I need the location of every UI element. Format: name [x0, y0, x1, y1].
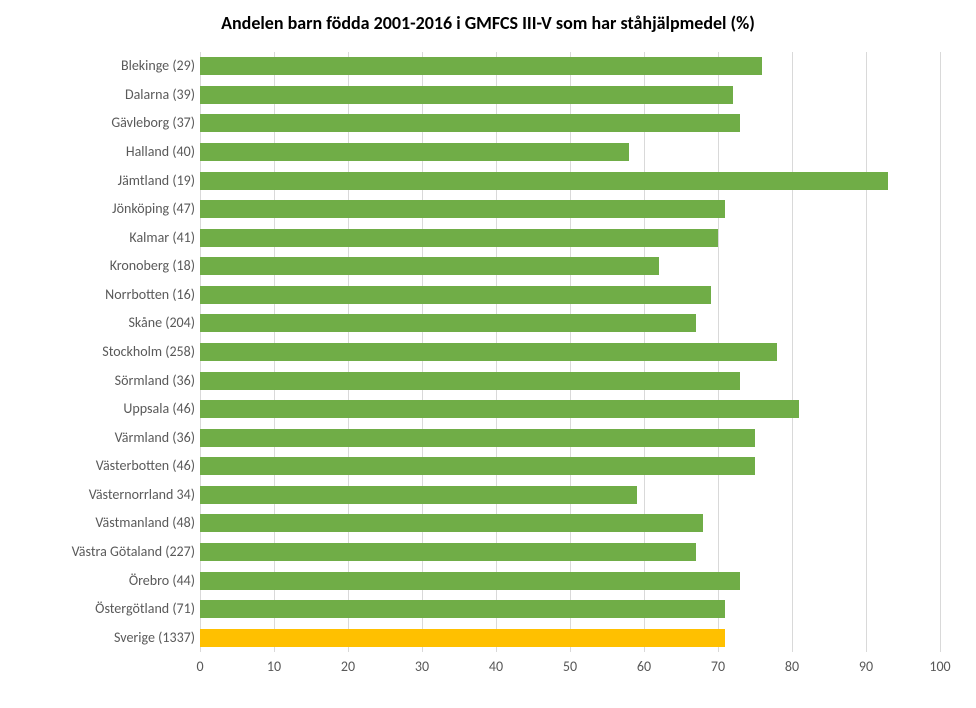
bar — [200, 629, 725, 647]
y-tick-label: Jämtland (19) — [0, 172, 195, 190]
y-tick-label: Blekinge (29) — [0, 57, 195, 75]
bar — [200, 229, 718, 247]
bar-row — [200, 286, 940, 304]
x-tick-label: 70 — [711, 658, 725, 675]
bar-row — [200, 143, 940, 161]
bar-row — [200, 172, 940, 190]
x-tick-label: 50 — [563, 658, 577, 675]
y-tick-label: Sörmland (36) — [0, 372, 195, 390]
y-tick-label: Gävleborg (37) — [0, 114, 195, 132]
y-tick-label: Värmland (36) — [0, 429, 195, 447]
bar-row — [200, 572, 940, 590]
bar — [200, 200, 725, 218]
bar-row — [200, 372, 940, 390]
plot-area: 0102030405060708090100 — [200, 52, 940, 652]
x-tick-label: 100 — [929, 658, 950, 675]
y-tick-label: Västmanland (48) — [0, 514, 195, 532]
bar — [200, 514, 703, 532]
y-tick-label: Skåne (204) — [0, 314, 195, 332]
y-tick-label: Kronoberg (18) — [0, 257, 195, 275]
bar — [200, 600, 725, 618]
x-tick-label: 40 — [489, 658, 503, 675]
y-tick-label: Jönköping (47) — [0, 200, 195, 218]
y-tick-label: Västra Götaland (227) — [0, 543, 195, 561]
bar — [200, 314, 696, 332]
bar — [200, 457, 755, 475]
bar — [200, 429, 755, 447]
bar-row — [200, 343, 940, 361]
bar-row — [200, 514, 940, 532]
y-tick-label: Sverige (1337) — [0, 629, 195, 647]
bar — [200, 86, 733, 104]
x-tick-label: 10 — [267, 658, 281, 675]
y-tick-label: Östergötland (71) — [0, 600, 195, 618]
y-tick-label: Västernorrland 34) — [0, 486, 195, 504]
bar — [200, 572, 740, 590]
bar-row — [200, 257, 940, 275]
bar — [200, 172, 888, 190]
bar-row — [200, 57, 940, 75]
bar-row — [200, 600, 940, 618]
y-tick-label: Örebro (44) — [0, 572, 195, 590]
bar — [200, 400, 799, 418]
bar-row — [200, 400, 940, 418]
bar — [200, 114, 740, 132]
bar — [200, 286, 711, 304]
bar-row — [200, 429, 940, 447]
bar-row — [200, 229, 940, 247]
bar-row — [200, 86, 940, 104]
bar-row — [200, 543, 940, 561]
x-tick-label: 0 — [196, 658, 203, 675]
bar-row — [200, 114, 940, 132]
bar — [200, 343, 777, 361]
bar-row — [200, 457, 940, 475]
y-tick-label: Västerbotten (46) — [0, 457, 195, 475]
y-tick-label: Halland (40) — [0, 143, 195, 161]
bar-row — [200, 629, 940, 647]
y-tick-label: Dalarna (39) — [0, 86, 195, 104]
gridline — [940, 52, 941, 652]
chart-title: Andelen barn födda 2001-2016 i GMFCS III… — [0, 12, 976, 34]
bar — [200, 543, 696, 561]
bar-row — [200, 200, 940, 218]
y-tick-label: Stockholm (258) — [0, 343, 195, 361]
bar — [200, 257, 659, 275]
y-axis-labels: Blekinge (29) Dalarna (39) Gävleborg (37) H… — [0, 52, 195, 652]
y-tick-label: Norrbotten (16) — [0, 286, 195, 304]
bar — [200, 143, 629, 161]
x-tick-label: 30 — [415, 658, 429, 675]
bar — [200, 57, 762, 75]
bar-row — [200, 486, 940, 504]
x-tick-label: 90 — [859, 658, 873, 675]
x-tick-label: 20 — [341, 658, 355, 675]
y-tick-label: Kalmar (41) — [0, 229, 195, 247]
y-tick-label: Uppsala (46) — [0, 400, 195, 418]
x-tick-label: 80 — [785, 658, 799, 675]
bar — [200, 372, 740, 390]
bar — [200, 486, 637, 504]
bar-row — [200, 314, 940, 332]
x-tick-label: 60 — [637, 658, 651, 675]
chart-container: Andelen barn födda 2001-2016 i GMFCS III… — [0, 0, 976, 708]
